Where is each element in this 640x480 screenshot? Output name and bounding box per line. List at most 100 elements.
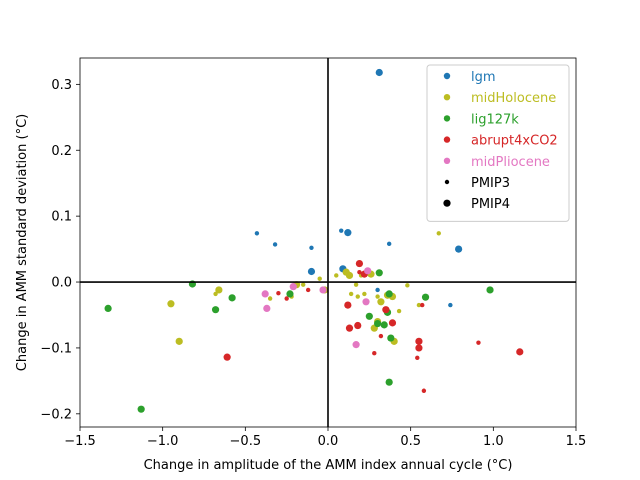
point-abrupt4xCO2-pmip3-5 [378,333,384,339]
x-tick-label: −1.0 [147,434,179,449]
legend-label-pmip4: PMIP4 [471,197,510,212]
point-abrupt4xCO2-pmip4-3 [354,321,362,330]
point-midPliocene-pmip4-4 [352,341,360,349]
point-midPliocene-pmip4-2 [289,283,297,291]
legend-marker-pmip4 [443,199,451,207]
y-tick-label: −0.1 [40,341,72,356]
point-abrupt4xCO2-pmip3-7 [420,302,425,308]
point-abrupt4xCO2-pmip3-1 [284,296,289,301]
legend-frame [426,64,570,222]
point-midHolocene-pmip3-0 [436,231,441,236]
point-lgm-pmip3-1 [272,242,278,247]
y-tick-label: 0.1 [51,210,72,225]
point-midHolocene-pmip3-15 [416,302,422,308]
x-axis: −1.5 −1.0 −0.5 0.0 0.5 1.0 1.5 [64,427,586,449]
point-abrupt4xCO2-pmip4-6 [382,306,390,314]
point-lig127k-pmip4-7 [374,319,382,328]
point-lgm-pmip4-3 [307,267,316,276]
point-lig127k-pmip4-14 [421,293,430,301]
y-axis-label: Change in AMM standard deviation (°C) [15,114,30,371]
point-abrupt4xCO2-pmip4-7 [388,319,397,327]
point-lig127k-pmip4-1 [137,405,145,413]
legend-marker-midPliocene [443,157,451,164]
x-tick-label: 1.0 [483,434,504,449]
x-tick-label: 0.0 [318,434,339,449]
y-tick-label: −0.2 [40,407,72,422]
point-midHolocene-pmip3-4 [267,296,273,301]
legend-marker-lig127k [443,115,451,122]
point-abrupt4xCO2-pmip3-4 [372,351,377,356]
point-abrupt4xCO2-pmip4-8 [415,337,423,345]
point-midHolocene-pmip4-0 [215,286,223,294]
point-midHolocene-pmip3-12 [375,294,380,299]
point-lgm-pmip3-3 [339,228,344,233]
point-abrupt4xCO2-pmip4-0 [223,353,231,361]
point-lgm-pmip3-2 [309,245,314,250]
point-lig127k-pmip4-0 [104,304,112,312]
point-abrupt4xCO2-pmip3-2 [305,287,311,293]
point-lgm-pmip3-5 [375,287,380,293]
y-tick-label: 0.3 [51,78,72,93]
zero-lines [80,58,576,427]
point-abrupt4xCO2-pmip4-2 [345,324,354,332]
legend-label-midPliocene: midPliocene [471,155,550,170]
point-midPliocene-pmip4-1 [263,304,271,312]
legend: lgm midHolocene lig127k abrupt4xCO2 midPlioc… [426,64,570,222]
point-lgm-pmip4-1 [344,229,352,237]
legend-marker-abrupt4xCO2 [443,136,451,143]
legend-label-lgm: lgm [471,70,496,85]
point-abrupt4xCO2-pmip3-0 [276,291,281,296]
point-lig127k-pmip4-4 [228,294,236,302]
point-midHolocene-pmip3-13 [396,308,402,314]
point-lig127k-pmip4-13 [385,378,393,386]
y-tick-label: 0.0 [51,276,72,291]
point-midPliocene-pmip4-0 [261,290,269,298]
point-midHolocene-pmip4-9 [377,298,385,306]
point-midHolocene-pmip3-11 [362,291,367,297]
point-midHolocene-pmip4-5 [345,271,354,280]
point-lig127k-pmip4-11 [385,290,393,298]
x-tick-label: 0.5 [400,434,421,449]
legend-marker-lgm [443,72,451,80]
data-points [104,68,524,413]
point-midHolocene-pmip3-5 [213,291,218,297]
point-abrupt4xCO2-pmip4-9 [415,344,423,352]
point-lig127k-pmip4-9 [380,321,388,329]
point-abrupt4xCO2-pmip3-6 [415,355,420,361]
point-lig127k-pmip4-12 [387,334,395,342]
point-midPliocene-pmip4-6 [364,267,372,275]
point-midHolocene-pmip3-14 [405,283,410,288]
legend-label-lig127k: lig127k [471,112,519,127]
point-midHolocene-pmip3-8 [353,282,359,287]
point-lgm-pmip3-4 [386,241,392,247]
point-midHolocene-pmip3-9 [348,291,354,297]
point-lgm-pmip3-0 [254,231,260,236]
legend-marker-midHolocene [443,94,451,101]
point-abrupt4xCO2-pmip3-3 [357,269,362,275]
point-midHolocene-pmip3-1 [317,276,322,281]
point-midHolocene-pmip3-10 [355,294,360,299]
point-midHolocene-pmip3-2 [334,273,339,278]
point-lig127k-pmip4-8 [375,269,383,277]
y-tick-label: 0.2 [51,144,72,159]
x-tick-label: −1.5 [64,434,96,449]
point-lgm-pmip3-6 [448,302,453,308]
point-abrupt4xCO2-pmip3-8 [421,388,427,393]
legend-label-abrupt4xCO2: abrupt4xCO2 [471,134,558,149]
point-abrupt4xCO2-pmip3-9 [476,340,481,345]
point-lgm-pmip4-0 [375,68,383,77]
point-lig127k-pmip4-6 [365,312,373,320]
point-lig127k-pmip4-5 [286,290,294,298]
point-midHolocene-pmip4-1 [167,300,175,308]
x-tick-label: −0.5 [230,434,262,449]
point-midPliocene-pmip4-5 [362,298,370,306]
point-midHolocene-pmip4-2 [175,337,183,345]
point-midHolocene-pmip3-7 [301,282,306,287]
x-axis-label: Change in amplitude of the AMM index ann… [144,458,513,473]
x-tick-label: 1.5 [566,434,587,449]
point-lig127k-pmip4-3 [211,306,220,314]
legend-label-midHolocene: midHolocene [471,91,556,106]
legend-label-pmip3: PMIP3 [471,176,510,191]
y-axis: −0.2 −0.1 0.0 0.1 0.2 0.3 [40,78,80,422]
